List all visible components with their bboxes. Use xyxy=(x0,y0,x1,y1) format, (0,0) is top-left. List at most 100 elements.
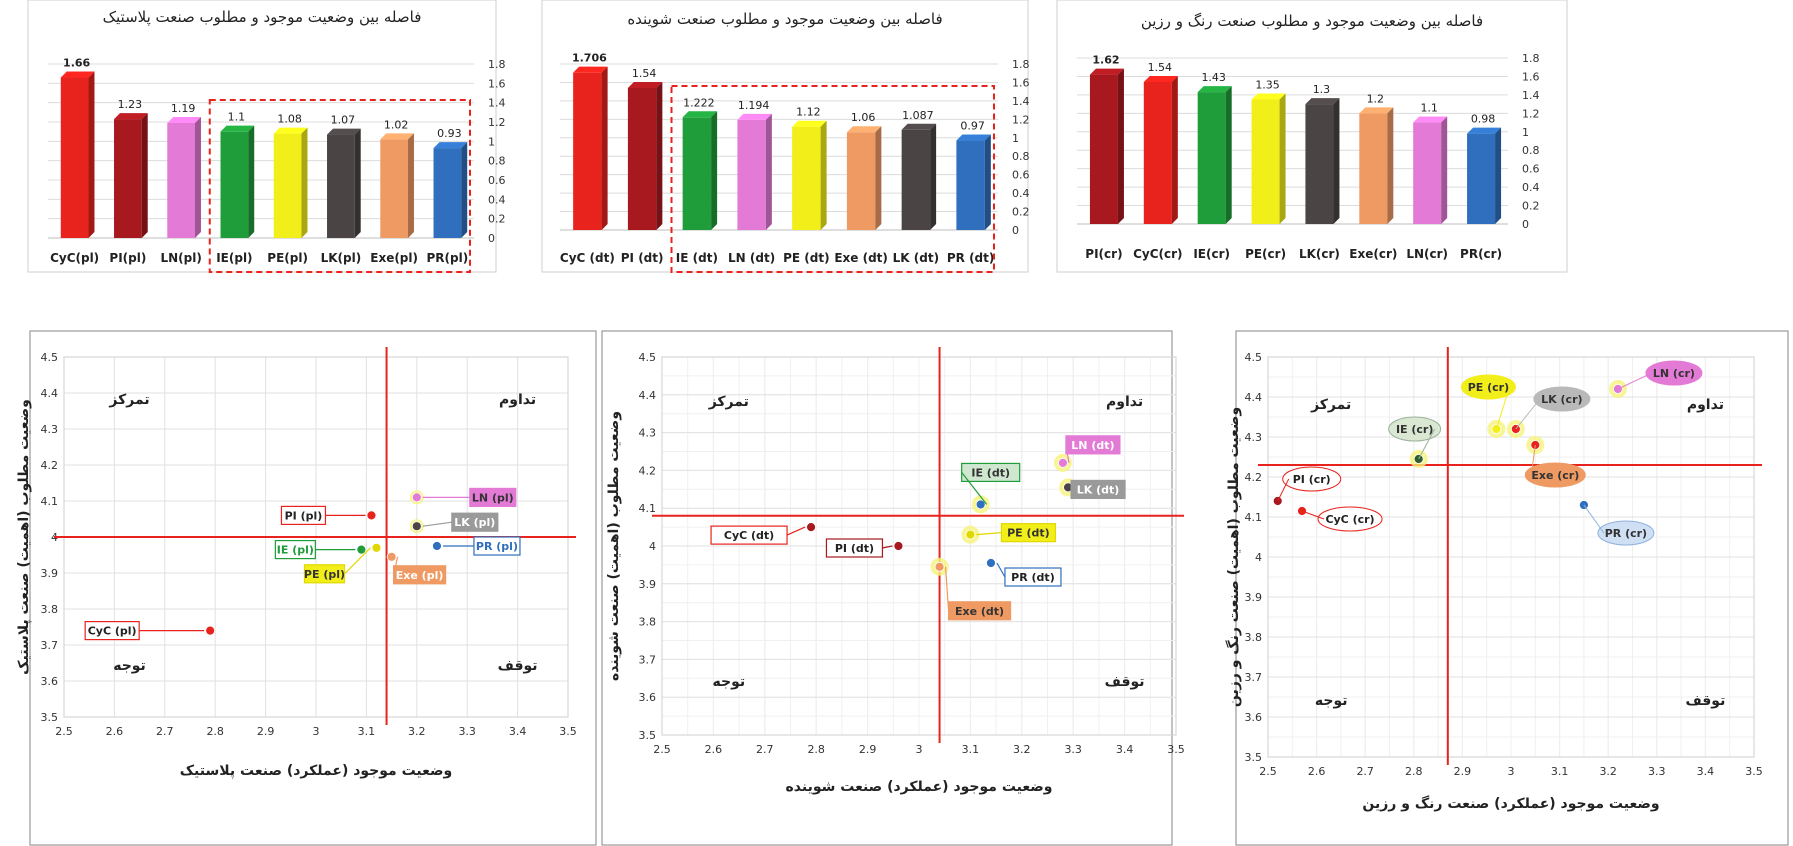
bar-side xyxy=(1387,107,1394,224)
x-tick-label: 3.1 xyxy=(1551,765,1569,778)
x-tick-label: 3.4 xyxy=(509,725,527,738)
y-tick-label: 0 xyxy=(488,232,495,245)
point-label-connector xyxy=(944,566,950,611)
y-tick-label: 3.6 xyxy=(1245,711,1263,724)
y-tick-label: 1.6 xyxy=(488,77,506,90)
point-label: LK (cr) xyxy=(1541,393,1582,406)
bar xyxy=(901,129,931,230)
y-tick-label: 0.8 xyxy=(488,155,506,168)
data-point xyxy=(1058,457,1068,468)
chart-title: فاصله بین وضعیت موجود و مطلوب صنعت رنگ و… xyxy=(1141,12,1483,30)
bar-side xyxy=(601,66,608,231)
point-label-connector xyxy=(1065,444,1070,463)
category-label: PI (dt) xyxy=(621,251,664,265)
point-label-connector xyxy=(1418,428,1436,460)
bar-top xyxy=(627,81,663,88)
x-tick-label: 2.7 xyxy=(156,725,174,738)
y-tick-label: 4.3 xyxy=(639,427,657,440)
category-label: CyC(cr) xyxy=(1133,247,1182,261)
point-label-bubble xyxy=(1645,360,1703,386)
category-label: PE (dt) xyxy=(783,251,829,265)
y-tick-label: 3.5 xyxy=(1245,751,1263,764)
point-label-connector xyxy=(1617,372,1653,390)
category-label: IE (dt) xyxy=(676,251,718,265)
x-axis-label: وضعیت موجود (عملکرد) صنعت رنگ و رزین xyxy=(1362,795,1659,812)
quadrant-label: توقف xyxy=(498,658,538,674)
bar xyxy=(682,117,712,230)
category-label: Exe(cr) xyxy=(1349,247,1397,261)
x-tick-label: 3.5 xyxy=(559,725,577,738)
point-label-bubble xyxy=(1597,520,1655,546)
y-tick-label: 4.1 xyxy=(639,502,657,515)
point-label: LN (dt) xyxy=(1071,439,1114,452)
bar-side xyxy=(354,128,361,238)
quadrant-label: تداوم xyxy=(499,392,536,408)
bar-side xyxy=(88,71,95,239)
y-tick-label: 0.6 xyxy=(1522,163,1540,176)
y-tick-label: 0.6 xyxy=(1012,169,1030,182)
y-tick-label: 3.6 xyxy=(41,675,59,688)
y-tick-label: 4.2 xyxy=(1245,471,1263,484)
bar-top xyxy=(380,133,414,140)
data-label: 1.23 xyxy=(118,98,143,111)
y-tick-label: 0.4 xyxy=(1012,187,1030,200)
point-label: LK (dt) xyxy=(1077,483,1120,496)
x-tick-label: 2.5 xyxy=(653,743,671,756)
data-point xyxy=(806,522,816,532)
data-label: 0.97 xyxy=(960,120,985,133)
bar-chart-1: فاصله بین وضعیت موجود و مطلوب صنعت پلاست… xyxy=(27,0,506,273)
data-label: 0.93 xyxy=(437,127,462,140)
category-label: PR(pl) xyxy=(427,251,469,265)
bar-side xyxy=(1171,75,1178,224)
bar xyxy=(273,133,302,238)
point-label-bubble xyxy=(1317,506,1383,532)
bar-top xyxy=(682,111,718,118)
x-tick-label: 3 xyxy=(1508,765,1515,778)
quadrant-label: تداوم xyxy=(1106,394,1143,410)
data-point xyxy=(366,510,377,521)
y-tick-label: 4.4 xyxy=(639,389,657,402)
point-label: CyC (cr) xyxy=(1325,513,1374,526)
highlight-box xyxy=(670,85,995,273)
point-label-connector xyxy=(996,562,1006,578)
point-label: IE (cr) xyxy=(1396,423,1433,436)
point-label-connector xyxy=(1530,444,1536,476)
y-tick-label: 3.7 xyxy=(639,653,657,666)
y-axis-label: وضعیت مطلوب (اهمیت) صنعت پلاستیک xyxy=(16,399,32,675)
bar-panel-frame xyxy=(27,0,497,273)
y-tick-label: 3.9 xyxy=(1245,591,1263,604)
y-tick-label: 0.6 xyxy=(488,174,506,187)
y-tick-label: 4.5 xyxy=(1245,351,1263,364)
data-label: 1.54 xyxy=(632,67,657,80)
x-tick-label: 3.2 xyxy=(1599,765,1617,778)
quadrant-label: توجه xyxy=(113,658,146,674)
y-tick-label: 1.6 xyxy=(1012,76,1030,89)
quadrant-label: تمرکز xyxy=(1310,397,1351,413)
bar xyxy=(846,132,876,230)
point-label: PR (cr) xyxy=(1605,527,1647,540)
bar-side xyxy=(820,120,827,230)
bar-chart-2: فاصله بین وضعیت موجود و مطلوب صنعت شویند… xyxy=(541,0,1030,273)
data-label: 1.07 xyxy=(331,114,356,127)
data-label: 1.35 xyxy=(1255,79,1280,92)
x-tick-label: 2.6 xyxy=(106,725,124,738)
y-tick-label: 0.4 xyxy=(488,193,506,206)
data-label: 1.02 xyxy=(384,118,409,131)
data-point xyxy=(205,625,216,636)
y-tick-label: 1 xyxy=(488,135,495,148)
point-label-bubble xyxy=(1388,416,1442,442)
point-label-connector xyxy=(1070,486,1075,490)
point-label: Exe (pl) xyxy=(396,569,444,582)
point-label: IE (dt) xyxy=(971,466,1010,479)
point-label: PI (dt) xyxy=(835,542,874,555)
bar-side xyxy=(248,125,255,238)
point-label: LN (pl) xyxy=(472,491,514,504)
y-tick-label: 4.3 xyxy=(1245,431,1263,444)
data-point xyxy=(934,561,945,572)
bar xyxy=(1467,133,1496,224)
y-tick-label: 1.8 xyxy=(488,58,506,71)
y-tick-label: 1.2 xyxy=(1012,113,1030,126)
x-tick-label: 2.7 xyxy=(1356,765,1374,778)
bar-side xyxy=(141,113,148,238)
